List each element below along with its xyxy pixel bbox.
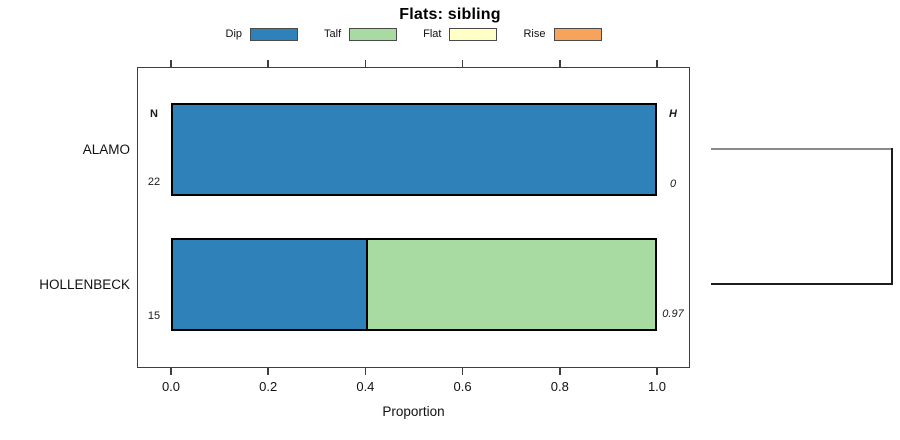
- right-connector-top-line: [711, 148, 893, 151]
- legend-swatch-talf: [349, 27, 398, 41]
- x-tick-top: [170, 60, 172, 67]
- annotation-h-header: H: [669, 108, 677, 120]
- bar-segment-dip: [173, 240, 366, 329]
- x-axis-title: Proportion: [382, 404, 445, 419]
- annotation-h-value: 0.97: [662, 308, 684, 320]
- x-tick-label: 1.0: [647, 379, 667, 394]
- category-label-alamo: ALAMO: [82, 142, 130, 157]
- legend-item-talf: Talf: [324, 27, 398, 41]
- legend-item-flat: Flat: [423, 27, 498, 41]
- x-tick-top: [559, 60, 561, 67]
- legend: Dip Talf Flat Rise: [137, 25, 690, 43]
- legend-label: Rise: [523, 28, 546, 40]
- chart-title: Flats: sibling: [399, 6, 501, 23]
- legend-label: Dip: [225, 28, 243, 40]
- x-tick-bottom: [267, 368, 269, 375]
- right-connector-vertical-line: [891, 148, 894, 285]
- legend-item-dip: Dip: [225, 27, 299, 41]
- x-tick-top: [461, 60, 464, 67]
- bar-segment-dip: [173, 105, 655, 194]
- x-tick-top: [267, 60, 269, 67]
- x-tick-bottom: [364, 368, 367, 375]
- x-tick-bottom: [656, 368, 658, 375]
- x-tick-top: [364, 60, 367, 67]
- category-label-hollenbeck: HOLLENBECK: [39, 277, 130, 292]
- annotation-n-value: 15: [147, 310, 161, 322]
- bar-row-alamo: [171, 103, 657, 196]
- x-tick-label: 0.2: [259, 379, 278, 394]
- legend-swatch-dip: [250, 27, 299, 41]
- legend-swatch-rise: [553, 27, 602, 41]
- bar-segment-talf: [365, 240, 655, 329]
- x-tick-bottom: [461, 368, 464, 375]
- legend-label: Flat: [423, 28, 442, 40]
- x-tick-label: 0.0: [161, 379, 181, 394]
- annotation-n-header: N: [150, 108, 158, 120]
- x-tick-label: 0.4: [356, 379, 375, 394]
- legend-item-rise: Rise: [523, 27, 602, 41]
- x-tick-label: 0.8: [550, 379, 569, 394]
- x-tick-label: 0.6: [453, 379, 472, 394]
- legend-label: Talf: [324, 28, 342, 40]
- right-connector-bottom-line: [711, 283, 893, 286]
- annotation-h-value: 0: [669, 178, 677, 190]
- x-tick-top: [656, 60, 658, 67]
- x-tick-bottom: [559, 368, 561, 375]
- legend-swatch-flat: [449, 27, 498, 41]
- annotation-n-value: 22: [147, 176, 161, 188]
- bar-row-hollenbeck: [171, 238, 657, 331]
- x-tick-bottom: [170, 368, 172, 375]
